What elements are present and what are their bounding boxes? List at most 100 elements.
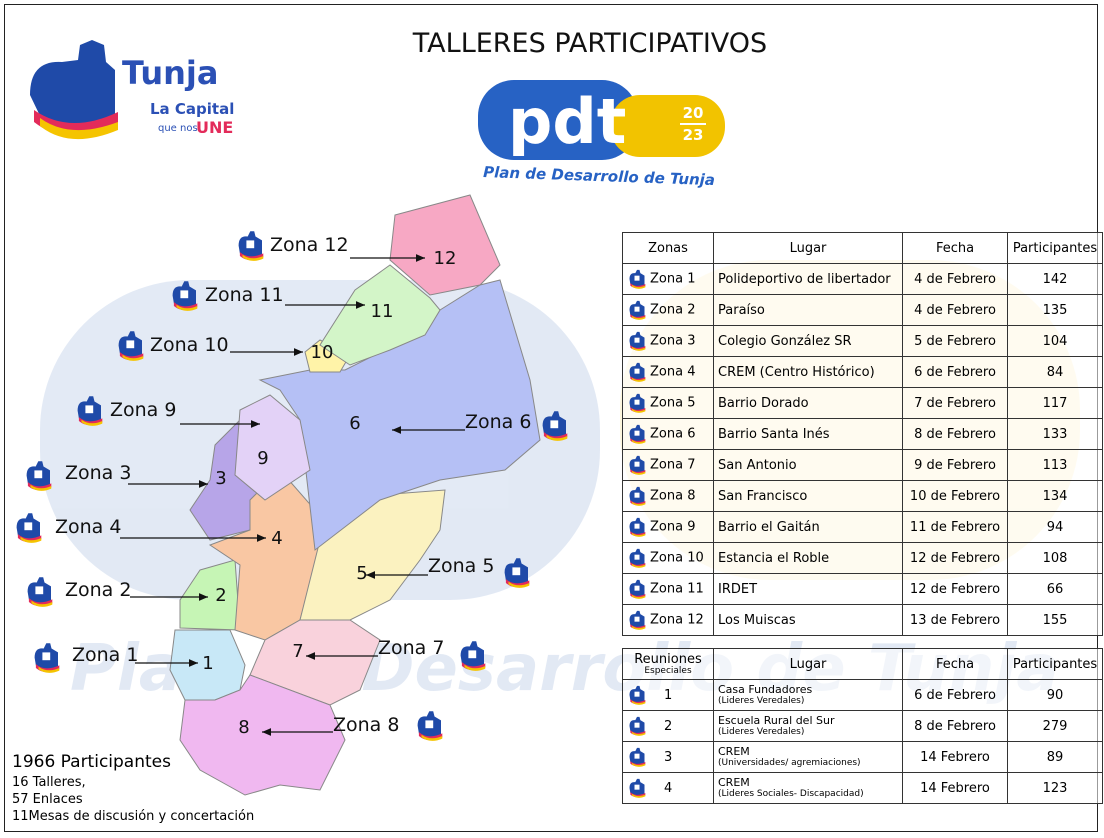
icon-window xyxy=(35,586,44,595)
special-table: Reuniones Especiales Lugar Fecha Participant… xyxy=(622,648,1103,804)
table-row: Zona 4 CREM (Centro Histórico) 6 de Febrer… xyxy=(622,356,1103,388)
table-cell: Zona 6 xyxy=(622,418,714,450)
table-cell: 123 xyxy=(1007,772,1103,804)
cell-text: Barrio Dorado xyxy=(718,395,809,411)
cell-note: (Lideres Sociales- Discapacidad) xyxy=(718,789,864,799)
zone-icon xyxy=(629,331,646,351)
zone-number: 11 xyxy=(371,301,394,322)
table-cell: 8 de Febrero xyxy=(902,710,1008,742)
cell-text: 4 xyxy=(664,780,673,796)
table-cell: Zona 7 xyxy=(622,449,714,481)
zone-icon xyxy=(629,716,646,736)
icon-stripe xyxy=(632,731,646,736)
cell-text: 6 de Febrero xyxy=(914,364,996,380)
table-cell: Zona 12 xyxy=(622,604,714,636)
cell-text: 134 xyxy=(1042,488,1068,504)
column-header: Lugar xyxy=(713,232,903,264)
icon-stripe xyxy=(632,408,646,413)
icon-stripe xyxy=(38,666,60,673)
icon-stripe xyxy=(122,354,144,361)
zone-number: 2 xyxy=(215,585,226,606)
table-cell: Casa Fundadores (Lideres Veredales) xyxy=(713,679,903,711)
table-cell: 10 de Febrero xyxy=(902,480,1008,512)
table-cell: San Antonio xyxy=(713,449,903,481)
icon-stripe xyxy=(632,793,646,798)
icon-stripe xyxy=(31,600,53,607)
zone-icon xyxy=(629,548,646,568)
table-row: Zona 11 IRDET 12 de Febrero 66 xyxy=(622,573,1103,605)
zone-icon xyxy=(16,513,42,543)
header-row: Zonas Lugar Fecha Participantes xyxy=(622,232,1103,264)
zone-icon xyxy=(27,577,53,607)
icon-stripe xyxy=(421,734,443,741)
table-cell: Paraíso xyxy=(713,294,903,326)
table-row: Zona 5 Barrio Dorado 7 de Febrero 117 xyxy=(622,387,1103,419)
table-cell: 89 xyxy=(1007,741,1103,773)
zone-icon xyxy=(629,486,646,506)
icon-stripe xyxy=(81,419,103,426)
cell-text: Zona 8 xyxy=(650,488,696,504)
zone-icon xyxy=(417,711,443,741)
cell-text: Estancia el Roble xyxy=(718,550,830,566)
logo-stripe xyxy=(40,118,118,140)
cell-text: 4 de Febrero xyxy=(914,302,996,318)
table-cell: 12 de Febrero xyxy=(902,542,1008,574)
cell-text: 135 xyxy=(1042,302,1068,318)
zone-icon xyxy=(629,747,646,767)
table-cell: 104 xyxy=(1007,325,1103,357)
zone-icon xyxy=(629,455,646,475)
icon-stripe xyxy=(632,532,646,537)
header-text: Lugar xyxy=(789,656,827,672)
table-cell: 6 de Febrero xyxy=(902,679,1008,711)
zone-label: Zona 8 xyxy=(333,714,399,736)
table-cell: Colegio González SR xyxy=(713,325,903,357)
table-cell: 108 xyxy=(1007,542,1103,574)
zone-icon xyxy=(629,685,646,705)
icon-window xyxy=(246,240,255,249)
icon-window xyxy=(634,722,640,728)
icon-stripe xyxy=(632,315,646,320)
header-text: Reuniones xyxy=(634,651,702,667)
table-cell: 84 xyxy=(1007,356,1103,388)
cell-text: 155 xyxy=(1042,612,1068,628)
table-row: Zona 8 San Francisco 10 de Febrero 134 xyxy=(622,480,1103,512)
zone-icon xyxy=(629,331,646,351)
table-cell: 94 xyxy=(1007,511,1103,543)
zone-number: 3 xyxy=(215,468,226,489)
table-cell: 11 de Febrero xyxy=(902,511,1008,543)
table-row: Zona 1 Polideportivo de libertador 4 de Fe… xyxy=(622,263,1103,295)
cell-text: CREM (Centro Histórico) xyxy=(718,364,875,380)
table-row: Zona 3 Colegio González SR 5 de Febrero 104 xyxy=(622,325,1103,357)
table-row: Zona 2 Paraíso 4 de Febrero 135 xyxy=(622,294,1103,326)
zone-label: Zona 7 xyxy=(378,637,444,659)
cell-text: 12 de Febrero xyxy=(909,581,1001,597)
pdt-year: 23 xyxy=(683,126,704,144)
cell-text: San Francisco xyxy=(718,488,808,504)
pdt-text: pdt xyxy=(508,85,626,158)
icon-window xyxy=(634,337,640,343)
zone-number: 7 xyxy=(292,641,303,662)
icon-window xyxy=(634,306,640,312)
table-row: 3 CREM (Universidades/ agremiaciones) 14 Fe… xyxy=(622,741,1103,773)
table-cell: Zona 4 xyxy=(622,356,714,388)
table-cell: Zona 3 xyxy=(622,325,714,357)
table-cell: 133 xyxy=(1007,418,1103,450)
cell-text: 3 xyxy=(664,749,673,765)
cell-text: 4 de Febrero xyxy=(914,271,996,287)
table-cell: CREM (Universidades/ agremiaciones) xyxy=(713,741,903,773)
cell-text: 117 xyxy=(1042,395,1068,411)
table-cell: Escuela Rural del Sur (Lideres Veredales) xyxy=(713,710,903,742)
table-cell: Zona 10 xyxy=(622,542,714,574)
icon-stripe xyxy=(30,484,52,491)
zone-icon xyxy=(26,461,52,491)
zone-icon xyxy=(629,716,646,736)
pdt-year: 20 xyxy=(683,104,704,122)
zone-label: Zona 12 xyxy=(270,234,349,256)
header-row: Reuniones Especiales Lugar Fecha Participant… xyxy=(622,648,1103,680)
pdt-shape xyxy=(478,80,638,160)
cell-text: Zona 2 xyxy=(650,302,696,318)
table-row: Zona 10 Estancia el Roble 12 de Febrero 108 xyxy=(622,542,1103,574)
zone-icon xyxy=(629,579,646,599)
zone-table: Zonas Lugar Fecha Participantes Zona 1 Polide… xyxy=(622,232,1103,636)
